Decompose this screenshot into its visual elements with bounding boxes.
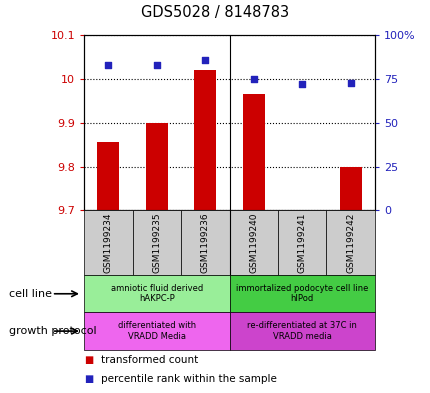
- Bar: [84, 275, 229, 312]
- Bar: [132, 210, 181, 275]
- Bar: [339, 167, 361, 210]
- Text: percentile rank within the sample: percentile rank within the sample: [101, 374, 276, 384]
- Text: GSM1199236: GSM1199236: [200, 212, 209, 273]
- Bar: [97, 143, 119, 210]
- Text: GSM1199242: GSM1199242: [345, 213, 354, 273]
- Text: ■: ■: [84, 374, 93, 384]
- Point: [347, 79, 353, 86]
- Bar: [84, 210, 132, 275]
- Text: amniotic fluid derived
hAKPC-P: amniotic fluid derived hAKPC-P: [111, 284, 203, 303]
- Point: [153, 62, 160, 68]
- Text: transformed count: transformed count: [101, 354, 198, 365]
- Text: GSM1199241: GSM1199241: [297, 213, 306, 273]
- Bar: [277, 210, 326, 275]
- Bar: [181, 210, 229, 275]
- Bar: [84, 312, 229, 350]
- Bar: [145, 123, 167, 210]
- Bar: [229, 210, 277, 275]
- Bar: [326, 210, 374, 275]
- Bar: [229, 312, 374, 350]
- Text: GDS5028 / 8148783: GDS5028 / 8148783: [141, 5, 289, 20]
- Text: re-differentiated at 37C in
VRADD media: re-differentiated at 37C in VRADD media: [247, 321, 356, 341]
- Text: cell line: cell line: [9, 289, 52, 299]
- Text: GSM1199235: GSM1199235: [152, 212, 161, 273]
- Text: ■: ■: [84, 354, 93, 365]
- Bar: [194, 70, 216, 210]
- Point: [250, 76, 257, 82]
- Text: differentiated with
VRADD Media: differentiated with VRADD Media: [117, 321, 195, 341]
- Point: [201, 57, 208, 63]
- Bar: [242, 94, 264, 210]
- Bar: [229, 275, 374, 312]
- Point: [298, 81, 305, 88]
- Text: GSM1199234: GSM1199234: [104, 213, 113, 273]
- Text: immortalized podocyte cell line
hIPod: immortalized podocyte cell line hIPod: [236, 284, 368, 303]
- Point: [104, 62, 111, 68]
- Text: GSM1199240: GSM1199240: [249, 213, 258, 273]
- Text: growth protocol: growth protocol: [9, 326, 96, 336]
